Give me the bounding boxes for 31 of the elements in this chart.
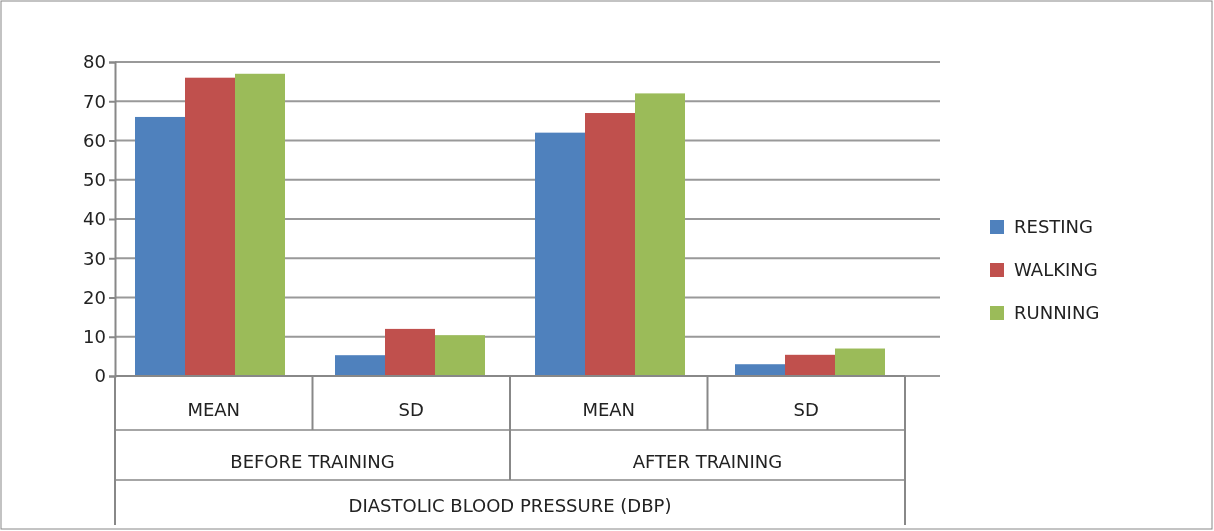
bar	[535, 132, 585, 376]
bar	[585, 113, 635, 376]
x-tick-label: SD	[398, 399, 424, 420]
bar	[135, 116, 185, 376]
x-tick-label: MEAN	[187, 399, 241, 420]
y-tick-label: 80	[83, 51, 106, 73]
bar	[335, 355, 385, 376]
y-tick-label: 0	[94, 365, 106, 387]
text: BEFORE TRAINING	[230, 451, 395, 472]
bar	[785, 354, 835, 376]
y-tick-label: 30	[83, 247, 106, 269]
x-tick-label: MEAN	[582, 399, 636, 420]
bar	[435, 335, 485, 376]
y-tick-label: 40	[83, 208, 106, 230]
y-tick-label: 70	[83, 90, 106, 112]
y-tick-label: 20	[83, 286, 106, 308]
x-tick-label: SD	[793, 399, 819, 420]
bar	[635, 93, 685, 376]
legend-label: RESTING	[1014, 216, 1094, 237]
bar	[385, 328, 435, 376]
y-tick-label: 50	[83, 169, 106, 191]
bar	[235, 73, 285, 376]
y-tick-label: 60	[83, 129, 106, 151]
legend-label: RUNNING	[1014, 302, 1100, 323]
bar	[735, 364, 785, 376]
bar	[185, 77, 235, 376]
bar	[835, 348, 885, 376]
text: AFTER TRAINING	[632, 451, 783, 472]
y-tick-label: 10	[83, 326, 106, 348]
legend-label: WALKING	[1014, 259, 1098, 280]
x-axis-title: DIASTOLIC BLOOD PRESSURE (DBP)	[348, 495, 672, 516]
